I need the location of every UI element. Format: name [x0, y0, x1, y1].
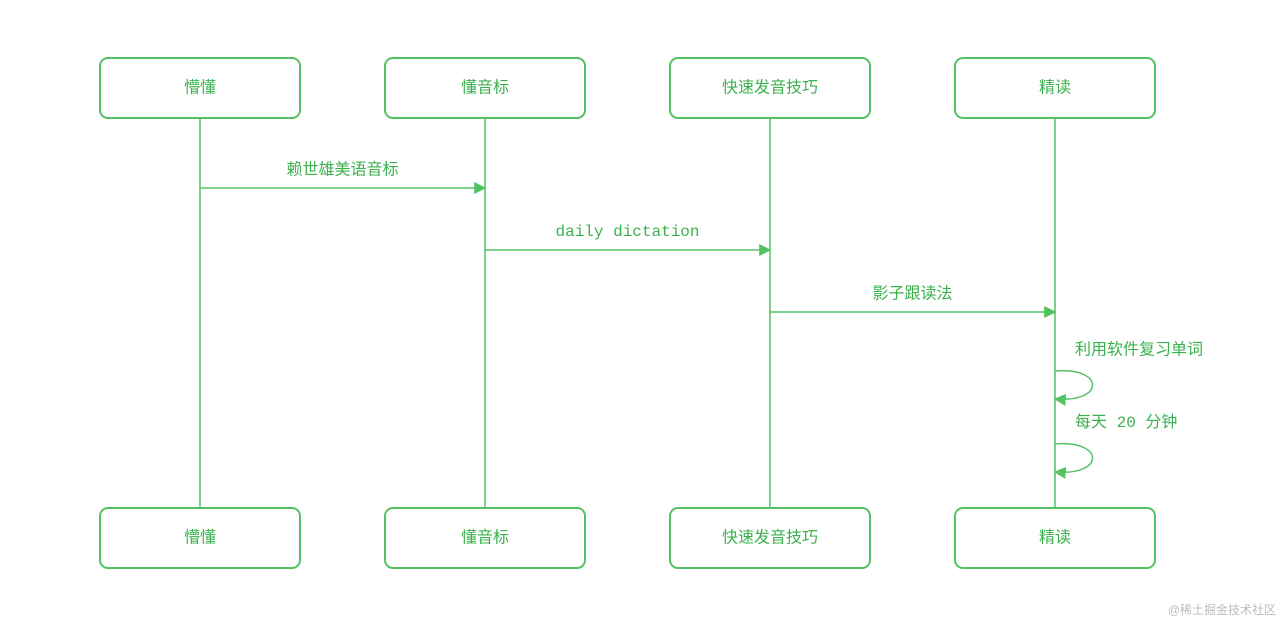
self-loop: [1055, 371, 1093, 400]
watermark-text: @稀土掘金技术社区: [1168, 601, 1276, 618]
actor-label: 快速发音技巧: [722, 529, 818, 547]
message-label: daily dictation: [555, 223, 699, 241]
actor-label: 快速发音技巧: [722, 79, 818, 97]
actor-label: 懂音标: [461, 79, 509, 97]
actor-label: 懵懂: [184, 529, 216, 547]
actor-label: 精读: [1039, 79, 1071, 97]
message-label: 赖世雄美语音标: [286, 161, 398, 179]
actor-label: 懵懂: [184, 79, 216, 97]
self-loop-label: 利用软件复习单词: [1075, 341, 1203, 359]
actor-label: 精读: [1039, 529, 1071, 547]
message-label: 影子跟读法: [872, 285, 952, 303]
actor-label: 懂音标: [461, 529, 509, 547]
self-loop: [1055, 444, 1093, 473]
self-loop-label: 每天 20 分钟: [1075, 413, 1177, 432]
